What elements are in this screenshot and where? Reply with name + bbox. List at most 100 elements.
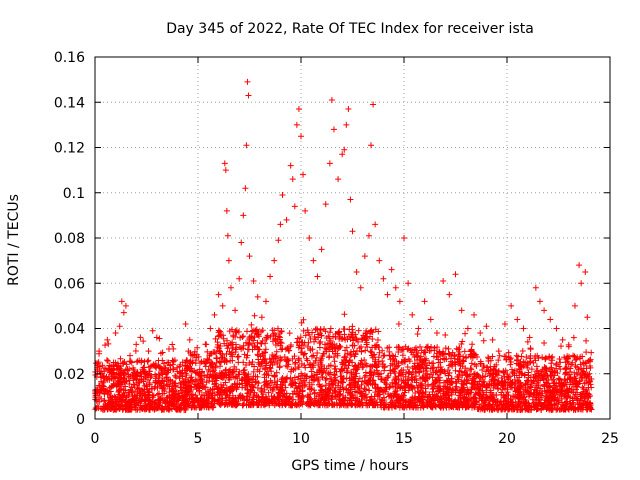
roti-band-point [390, 383, 397, 390]
roti-band-point [284, 344, 291, 351]
roti-band-point [272, 400, 279, 407]
roti-point [520, 325, 527, 332]
roti-band-point [119, 369, 126, 376]
roti-band-point [376, 396, 383, 403]
roti-band-point [254, 345, 261, 352]
roti-band-point [240, 402, 247, 409]
roti-point [275, 237, 282, 244]
roti-band-point [420, 368, 427, 375]
roti-band-point [386, 344, 393, 351]
roti-band-point [532, 382, 539, 389]
roti-band-point [186, 359, 193, 366]
roti-band-point [335, 379, 342, 386]
roti-band-point [95, 359, 102, 366]
roti-point [246, 253, 253, 260]
roti-band-point [318, 356, 325, 363]
roti-band-point [167, 366, 174, 373]
roti-band-point [535, 397, 542, 404]
roti-band-point [254, 366, 261, 373]
roti-band-point [307, 361, 314, 368]
roti-band-point [327, 362, 334, 369]
roti-band-point [288, 341, 295, 348]
roti-band-point [452, 389, 459, 396]
roti-band-point [481, 379, 488, 386]
roti-point [576, 262, 583, 269]
roti-band-point [334, 391, 341, 398]
roti-band-point [521, 371, 528, 378]
roti-band-point [138, 357, 145, 364]
roti-band-point [272, 337, 279, 344]
roti-band-point [193, 395, 200, 402]
roti-band-point [199, 376, 206, 383]
roti-band-point [395, 343, 402, 350]
roti-band-point [280, 376, 287, 383]
roti-band-point [478, 387, 485, 394]
roti-band-point [292, 365, 299, 372]
roti-band-point [391, 361, 398, 368]
roti-band-point [542, 365, 549, 372]
roti-band-point [220, 382, 227, 389]
roti-band-point [306, 385, 313, 392]
roti-band-point [243, 375, 250, 382]
roti-band-point [501, 380, 508, 387]
roti-band-point [335, 329, 342, 336]
roti-band-point [379, 363, 386, 370]
roti-band-point [474, 354, 481, 361]
roti-point [203, 341, 210, 348]
roti-band-point [242, 382, 249, 389]
roti-band-point [295, 383, 302, 390]
roti-band-point [260, 391, 267, 398]
roti-band-point [401, 389, 408, 396]
roti-band-point [566, 400, 573, 407]
roti-band-point [362, 372, 369, 379]
roti-band-point [208, 359, 215, 366]
roti-band-point [213, 377, 220, 384]
roti-band-point [493, 361, 500, 368]
roti-band-point [245, 401, 252, 408]
roti-band-point [230, 344, 237, 351]
roti-band-point [469, 341, 476, 348]
roti-band-point [294, 339, 301, 346]
roti-band-point [335, 329, 342, 336]
roti-band-point [489, 353, 496, 360]
roti-band-point [375, 354, 382, 361]
roti-band-point [354, 389, 361, 396]
roti-band-point [232, 333, 239, 340]
roti-band-point [166, 395, 173, 402]
roti-band-point [169, 341, 176, 348]
roti-band-point [126, 358, 133, 365]
roti-point [433, 330, 440, 337]
roti-point [489, 336, 496, 343]
y-tick-label: 0.06 [54, 276, 85, 292]
roti-point [149, 327, 156, 334]
roti-band-point [122, 383, 129, 390]
roti-band-point [170, 358, 177, 365]
roti-band-point [234, 353, 241, 360]
roti-band-point [266, 364, 273, 371]
roti-band-point [346, 326, 353, 333]
roti-band-point [404, 363, 411, 370]
roti-band-point [308, 381, 315, 388]
roti-band-point [116, 383, 123, 390]
roti-band-point [321, 325, 328, 332]
roti-point [314, 273, 321, 280]
y-tick-label: 0.02 [54, 367, 85, 383]
roti-band-point [424, 403, 431, 410]
roti-point [353, 268, 360, 275]
roti-band-point [468, 360, 475, 367]
roti-band-point [215, 327, 222, 334]
roti-band-point [558, 343, 565, 350]
roti-point [384, 291, 391, 298]
roti-band-point [461, 348, 468, 355]
roti-band-point [302, 381, 309, 388]
data-points [92, 78, 595, 413]
roti-band-point [322, 376, 329, 383]
roti-band-point [265, 389, 272, 396]
roti-band-point [163, 374, 170, 381]
roti-band-point [545, 376, 552, 383]
roti-band-point [395, 360, 402, 367]
roti-band-point [301, 350, 308, 357]
roti-band-point [104, 358, 111, 365]
roti-band-point [577, 355, 584, 362]
roti-band-point [102, 401, 109, 408]
